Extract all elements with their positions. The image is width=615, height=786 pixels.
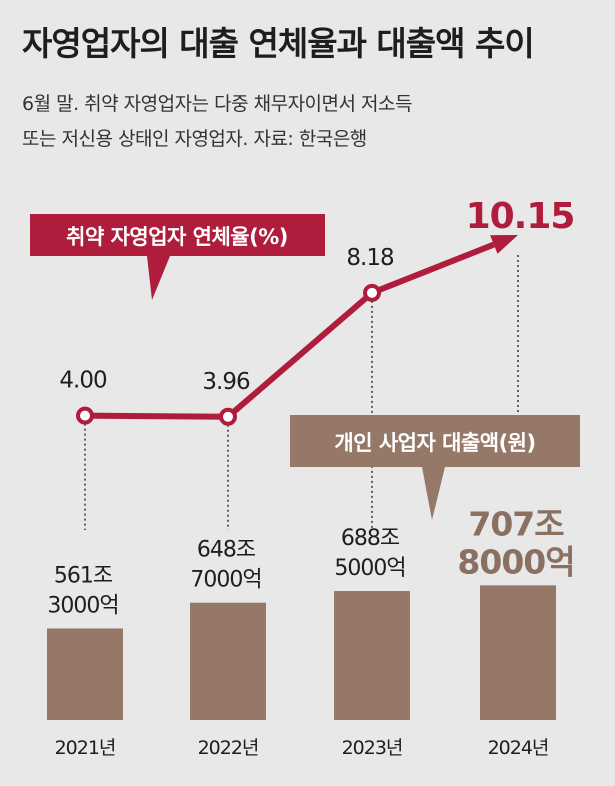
data-labels: 4.00 3.96 8.18 10.15 561조 3000억 648조 7000억 688조 5…: [47, 196, 575, 618]
rate-label-2024년: 10.15: [466, 196, 575, 237]
x-tick-label: 2021년: [55, 737, 116, 759]
amount-callout-label: 개인 사업자 대출액(원): [334, 431, 535, 455]
subtitle-line-1: 6월 말. 취약 자영업자는 다중 채무자이면서 저소득: [22, 93, 412, 115]
amount-label-line1: 561조: [54, 563, 113, 588]
subtitle-line-2: 또는 저신용 상태인 자영업자. 자료: 한국은행: [22, 128, 367, 150]
rate-line-path: [84, 241, 495, 420]
guide-lines: [84, 254, 519, 530]
rate-legend-callout: 취약 자영업자 연체율(%): [30, 214, 325, 300]
x-axis-labels: 2021년 2022년 2023년 2024년: [55, 737, 550, 759]
rate-label-2023년: 8.18: [346, 245, 394, 271]
bar-2021년: [47, 628, 123, 720]
rate-arrow-head: [490, 234, 518, 254]
rate-point-2023년: [363, 283, 381, 302]
rate-callout-box: [30, 214, 325, 300]
rate-label-2022년: 3.96: [202, 369, 250, 395]
x-tick-label: 2024년: [488, 737, 549, 759]
bar-2024년: [480, 585, 556, 720]
amount-legend-callout: 개인 사업자 대출액(원): [290, 415, 580, 520]
rate-callout-label: 취약 자영업자 연체율(%): [66, 225, 288, 249]
amount-label-line1: 707조: [468, 504, 564, 543]
rate-label-2021년: 4.00: [59, 368, 107, 394]
amount-label-line2: 5000억: [334, 556, 405, 581]
x-tick-label: 2023년: [342, 737, 403, 759]
amount-callout-box: [290, 415, 580, 520]
amount-label-line2: 8000억: [457, 542, 574, 581]
bar-2023년: [334, 591, 410, 720]
rate-point-2021년: [76, 406, 94, 425]
amount-label-line1: 688조: [341, 526, 400, 551]
bar-2022년: [190, 602, 266, 720]
rate-point-2022년: [219, 407, 237, 426]
chart-title: 자영업자의 대출 연체율과 대출액 추이: [22, 24, 534, 63]
x-tick-label: 2022년: [198, 737, 259, 759]
bars: [47, 585, 556, 720]
amount-label-line1: 648조: [197, 538, 256, 563]
amount-label-line2: 7000억: [190, 568, 261, 593]
amount-label-line2: 3000억: [47, 593, 118, 618]
rate-line: [76, 234, 518, 426]
